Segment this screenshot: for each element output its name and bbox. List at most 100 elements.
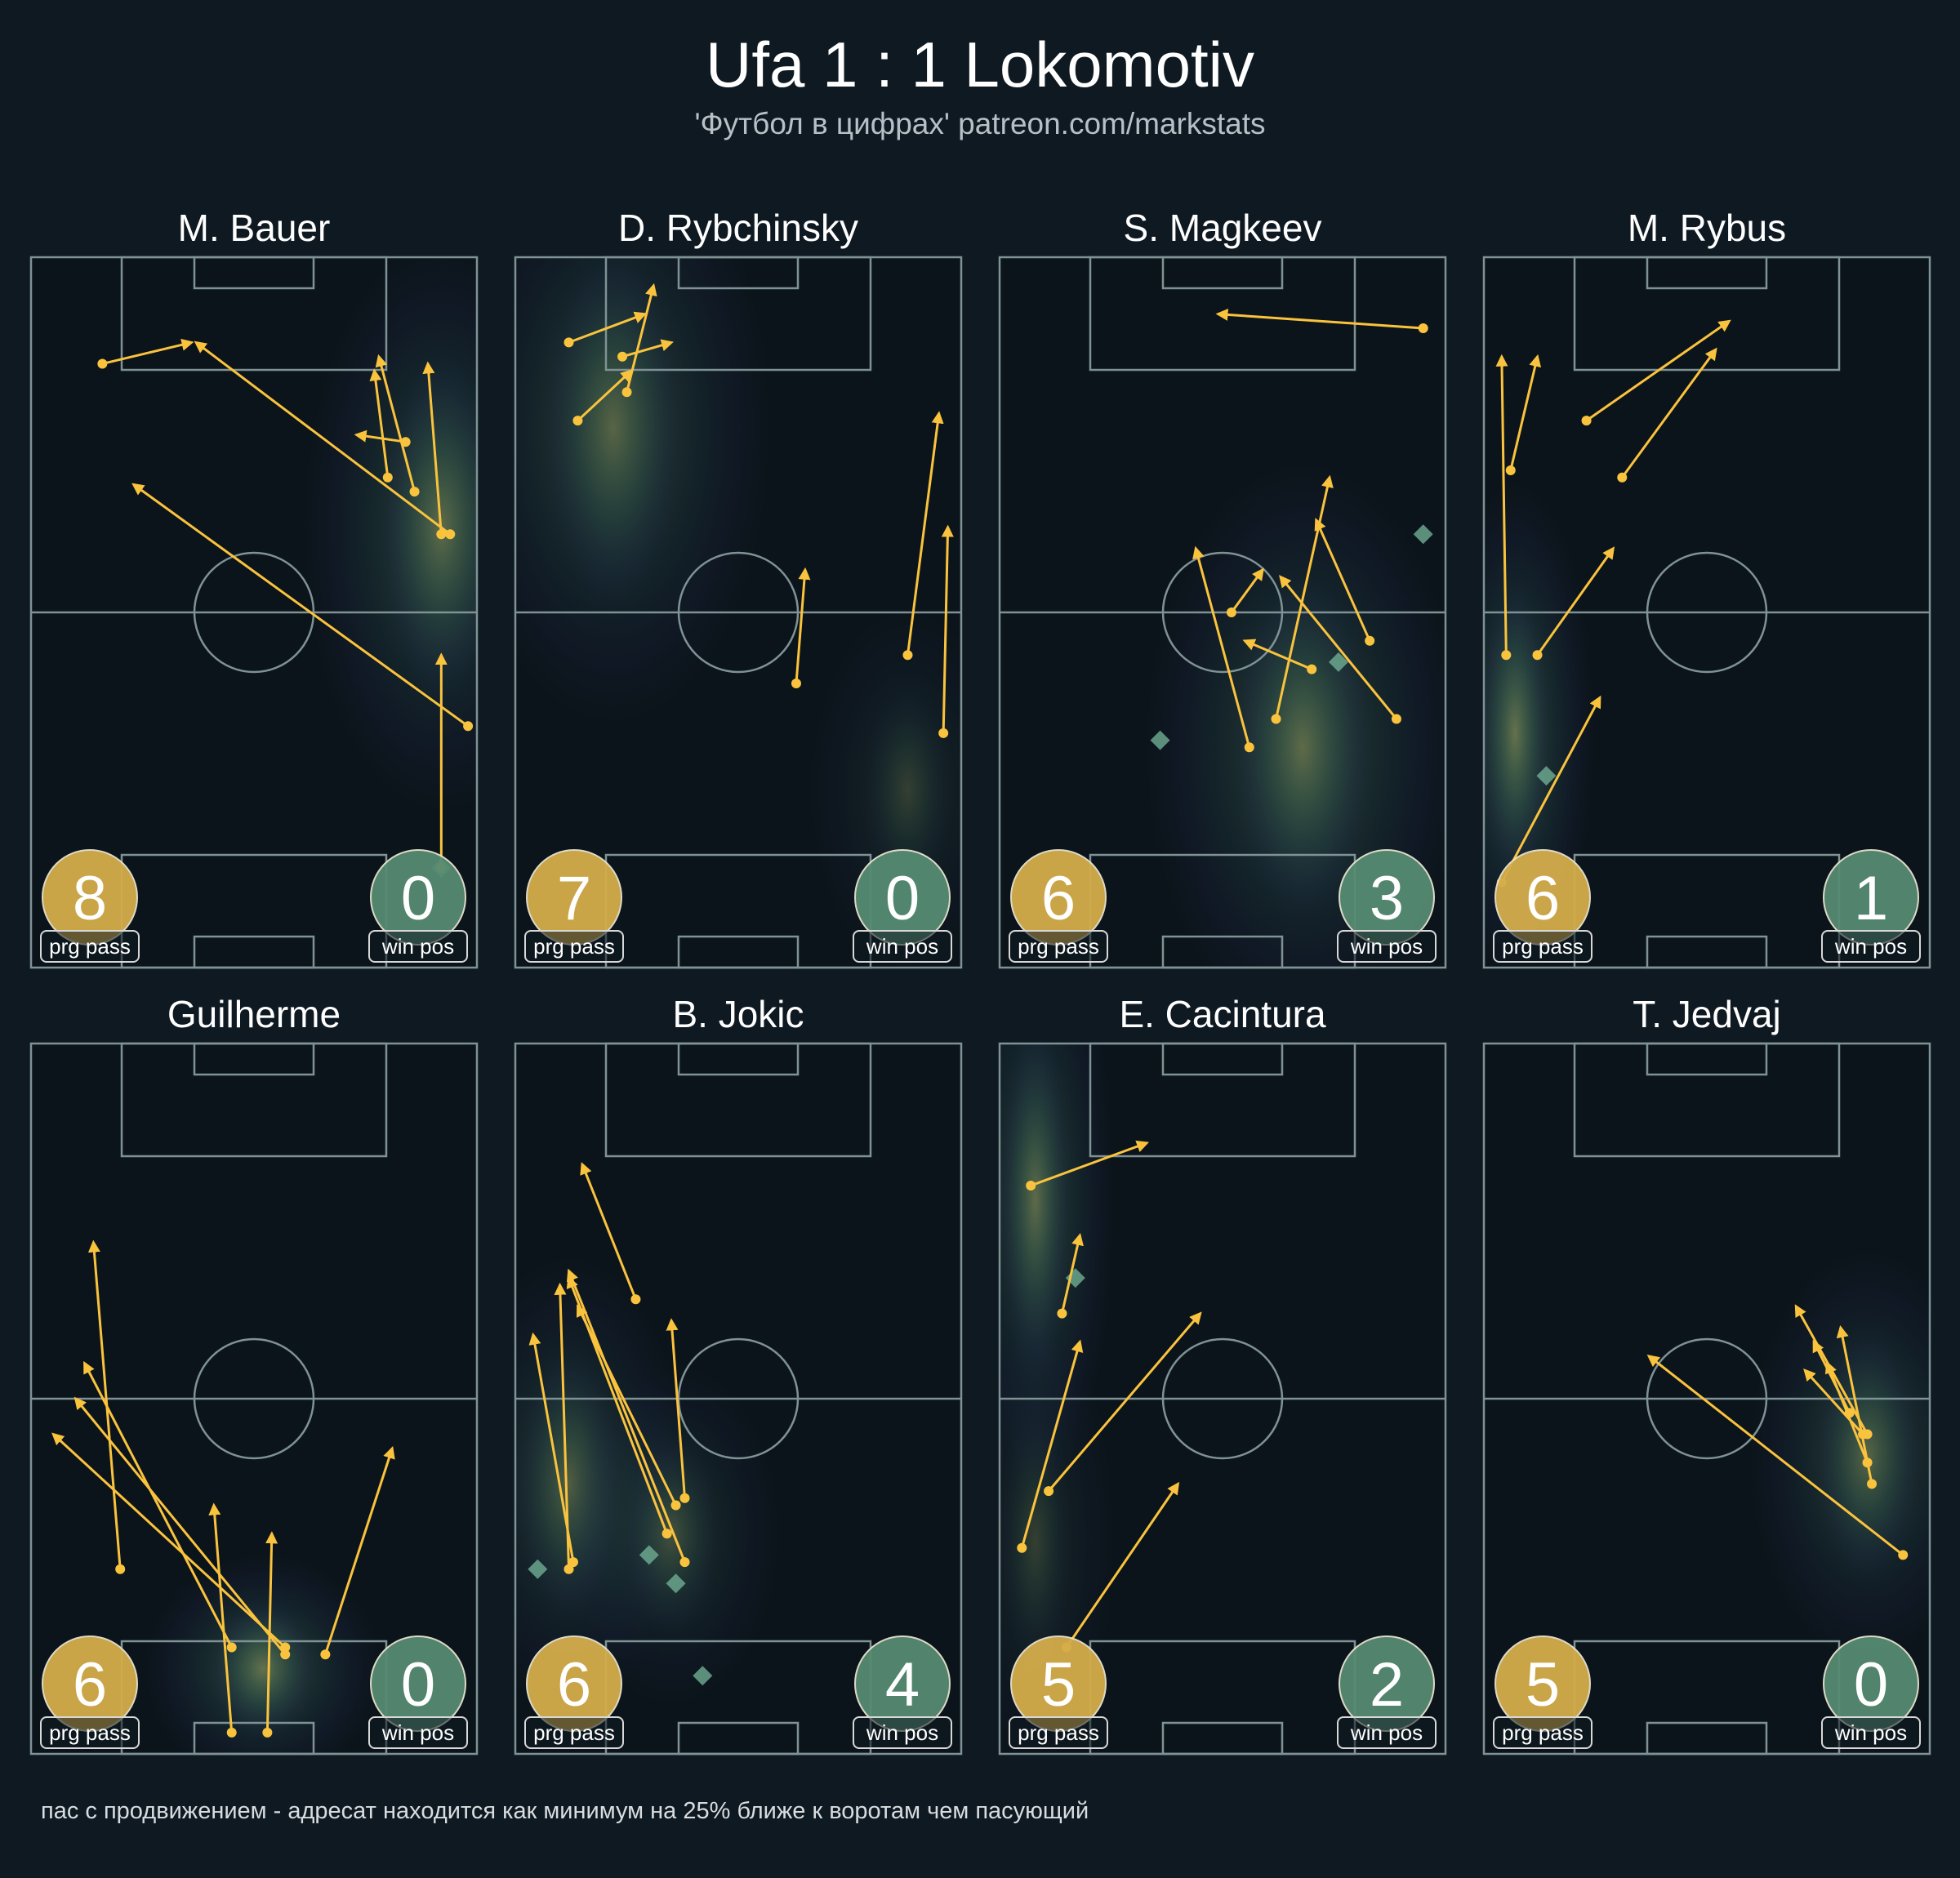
pass-origin [1532,650,1543,661]
win-pos-badge-label-box [853,930,952,963]
win-pos-badge-value: 0 [1854,1650,1888,1720]
win-pos-badge-label: win pos [1834,1720,1907,1745]
page-subtitle: 'Футбол в цифрах' patreon.com/markstats [694,107,1266,140]
pass-origin [1271,714,1281,724]
prg-pass-badge-value: 6 [1526,864,1560,933]
top-goal-box [1161,1042,1284,1076]
footnote: пас с продвижением - адресат находится к… [41,1798,1089,1824]
pass-arrow [102,338,194,365]
pass-origin [1858,1429,1869,1440]
prg-pass-badge-value: 6 [1041,864,1076,933]
pass-arrow [369,368,390,478]
prg-pass-badge-label: prg pass [49,934,131,959]
bottom-goal-box [1161,935,1284,969]
centre-circle [677,551,800,674]
top-goal-box [193,256,315,290]
prg-pass-badge-label-box [524,930,624,963]
centre-circle [1646,1337,1768,1460]
player-name: D. Rybchinsky [618,207,858,249]
prg-pass-badge-value: 7 [557,864,591,933]
win-pos-marker [666,1573,686,1594]
pass-origin [791,679,801,688]
pitch-lines [514,1042,963,1756]
pass-origin [1026,1181,1036,1190]
pass-arrow [1495,354,1508,656]
prg-pass-badge-label: prg pass [1018,934,1099,959]
top-goal-box [677,256,800,290]
bottom-goal-box [677,1721,800,1756]
centre-circle [677,1337,800,1460]
pass-arrow [1621,347,1717,478]
pass-arrow [1803,1368,1864,1435]
pass-origin [1505,465,1516,475]
pass-arrow [131,483,469,728]
win-pos-badge-label: win pos [866,934,938,959]
pass-origin [1418,323,1428,333]
prg-pass-badge-value: 5 [1041,1650,1076,1720]
pass-arrow [1509,354,1542,471]
pass-arrow [1065,1481,1180,1649]
pass-arrow [1279,575,1398,720]
pass-origin [938,728,949,738]
win-pos-marker [1536,766,1557,786]
pass-origin [630,1294,641,1305]
pass-origin [1898,1550,1909,1560]
win-pos-badge-label-box [853,1716,952,1749]
win-pos-badge-value: 3 [1370,864,1404,933]
top-goal-box [1646,1042,1768,1076]
pass-arrow [1192,545,1251,748]
win-pos-marker [1150,730,1170,750]
pass-origin [1017,1542,1027,1553]
prg-pass-badge-value: 6 [557,1650,591,1720]
pass-arrow [74,1396,287,1656]
pass-origin [1617,472,1628,483]
pass-arrow [1646,1354,1904,1556]
pass-origin [1862,1457,1873,1468]
win-pos-badge-label-box [1337,930,1437,963]
pass-arrow [577,1304,677,1506]
win-pos-badge-label: win pos [1350,1720,1423,1745]
pass-origin [670,1500,681,1511]
pass-arrow [568,311,648,344]
win-pos-badge-value: 0 [885,864,920,933]
pass-arrow [1060,1232,1084,1314]
win-pos-marker [1328,652,1348,672]
pass-origin [115,1564,126,1574]
heatmap [1000,1044,1114,1754]
pass-origin [382,472,393,483]
pass-arrow [577,369,634,422]
pass-origin [902,650,913,661]
top-goal-box [193,1042,315,1076]
prg-pass-badge-label-box [40,930,140,963]
page-title: Ufa 1 : 1 Lokomotiv [706,29,1254,100]
pitch-lines [29,1042,479,1756]
pass-arrow [941,524,954,733]
pass-arrow [1242,639,1312,670]
pass-origin [617,351,628,362]
pass-arrow [1030,1140,1149,1187]
prg-pass-badge-value: 6 [73,1650,107,1720]
prg-pass-badge-value: 5 [1526,1650,1560,1720]
win-pos-badge-label: win pos [866,1720,938,1745]
pass-origin [564,1564,574,1574]
heatmap [1484,483,1594,968]
heat-blob [1000,1399,1071,1683]
pass-origin [564,337,574,348]
pass-arrow [208,1502,234,1733]
heat-blob [209,1597,317,1740]
win-pos-badge-label-box [1337,1716,1437,1749]
pass-origin [280,1642,291,1653]
pass-origin [445,529,456,540]
pass-origin [621,387,632,398]
pass-arrow [323,1446,395,1655]
prg-pass-badge-label-box [1493,930,1592,963]
bottom-goal-box [677,935,800,969]
